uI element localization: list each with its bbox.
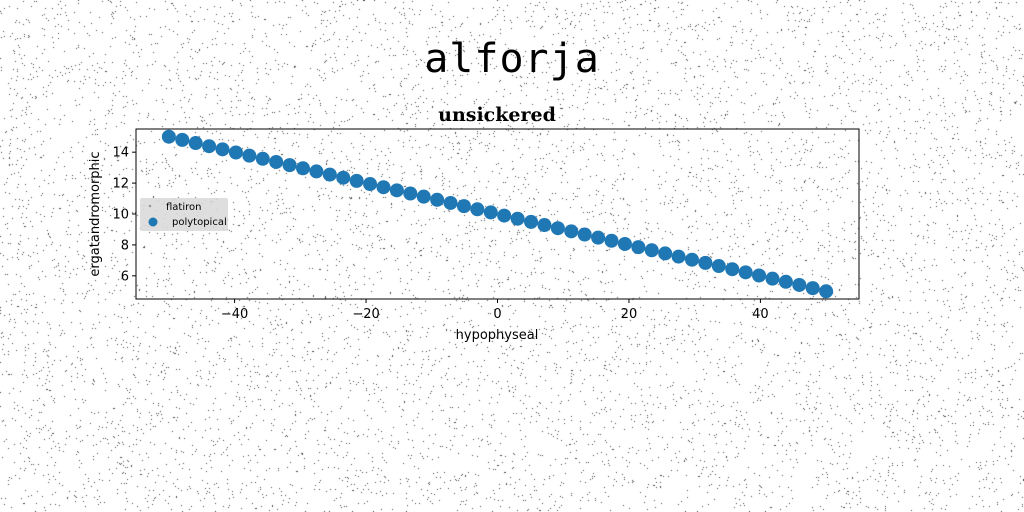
point-polytopical [336,170,351,185]
point-polytopical [403,186,418,201]
y-tick-label: 6 [121,269,129,284]
point-polytopical [577,227,592,242]
point-polytopical [497,208,512,223]
y-tick-label: 10 [112,208,129,223]
x-tick-label: 40 [752,307,769,322]
x-axis-label: hypophyseal [456,328,539,343]
y-axis-label: ergatandromorphic [88,151,103,276]
point-polytopical [765,271,780,286]
y-axis: 6 8 10 12 14 [112,146,136,284]
point-polytopical [658,246,673,261]
point-polytopical [524,214,539,229]
point-polytopical [537,218,552,233]
point-polytopical [309,164,324,179]
point-polytopical [711,259,726,274]
point-polytopical [161,129,176,144]
point-polytopical [510,211,525,226]
point-polytopical [349,173,364,188]
x-axis: −40 −20 0 20 40 [221,299,769,322]
point-polytopical [778,274,793,289]
point-polytopical [242,148,257,163]
point-polytopical [617,236,632,251]
data-points [161,129,834,299]
point-polytopical [483,205,498,220]
point-polytopical [671,249,686,264]
legend-marker-polytopical [148,217,158,227]
point-polytopical [296,161,311,176]
point-polytopical [269,154,284,169]
point-polytopical [282,158,297,173]
x-tick-label: −20 [352,307,379,322]
point-polytopical [430,192,445,207]
point-polytopical [228,145,243,160]
x-tick-label: 20 [621,307,638,322]
point-polytopical [698,255,713,270]
legend-label-polytopical: polytopical [172,217,227,228]
figure-title: alforja [424,36,600,82]
point-polytopical [376,180,391,195]
point-polytopical [805,281,820,296]
point-polytopical [202,139,217,154]
x-tick-label: −40 [221,307,248,322]
point-polytopical [591,230,606,245]
point-polytopical [322,167,337,182]
legend-box [140,198,228,231]
point-polytopical [725,262,740,277]
legend-marker-flatiron [148,204,152,208]
point-polytopical [389,183,404,198]
point-polytopical [792,277,807,292]
y-tick-label: 12 [112,177,129,192]
point-polytopical [644,243,659,258]
point-polytopical [175,132,190,147]
point-polytopical [363,177,378,192]
legend-label-flatiron: flatiron [166,202,201,213]
point-polytopical [550,221,565,236]
point-polytopical [738,265,753,280]
point-polytopical [443,195,458,210]
y-tick-label: 14 [112,146,129,161]
chart-title: unsickered [438,104,556,126]
point-polytopical [470,202,485,217]
x-tick-label: 0 [493,307,501,322]
point-polytopical [456,199,471,214]
point-polytopical [819,284,834,299]
legend: flatiron polytopical [140,198,228,231]
point-polytopical [416,189,431,204]
point-polytopical [752,268,767,283]
point-polytopical [188,136,203,151]
point-polytopical [564,224,579,239]
point-polytopical [604,233,619,248]
point-polytopical [255,151,270,166]
point-polytopical [631,240,646,255]
y-tick-label: 8 [121,238,129,253]
point-polytopical [684,252,699,267]
point-polytopical [215,142,230,157]
